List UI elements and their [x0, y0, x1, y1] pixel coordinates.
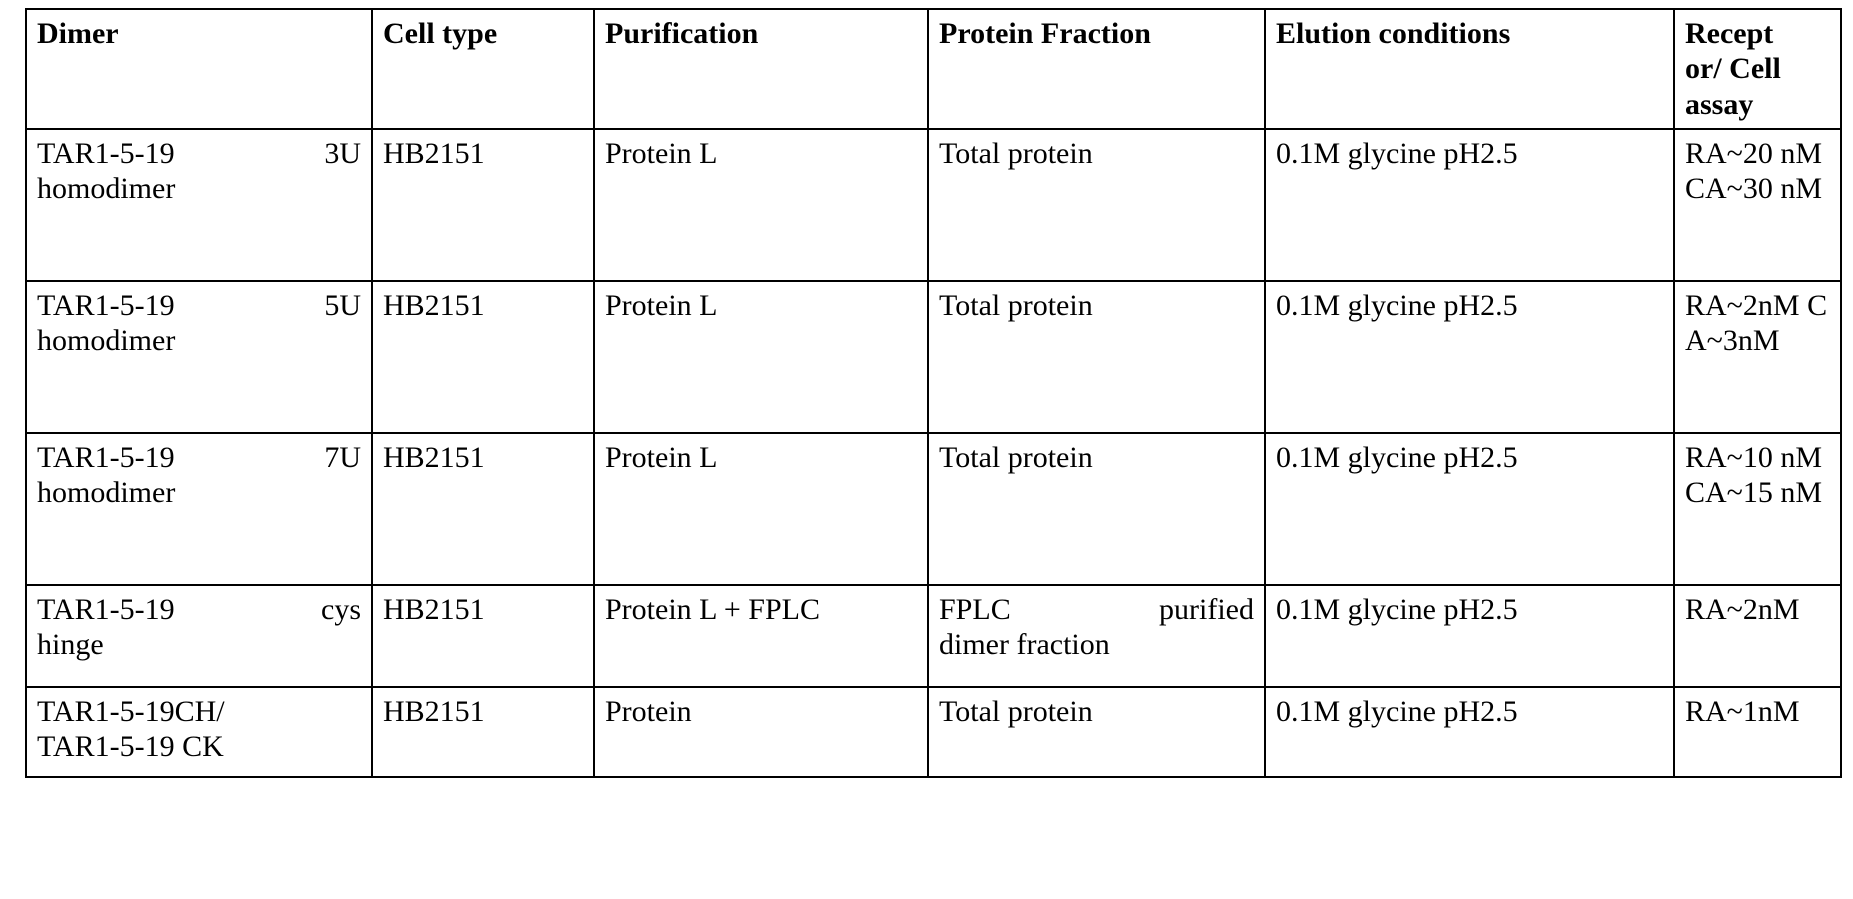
dimer-line1: TAR1-5-19 5U — [37, 288, 361, 323]
cell-elution-conditions: 0.1M glycine pH2.5 — [1264, 584, 1675, 688]
column-header-receptor-line1: Recept — [1685, 17, 1774, 50]
cell-purification: Protein L + FPLC — [593, 584, 929, 688]
receptor-assay-value: RA~10 nM CA~15 nM — [1685, 441, 1823, 510]
cell-elution-conditions: 0.1M glycine pH2.5 — [1264, 128, 1675, 282]
cell-elution-conditions: 0.1M glycine pH2.5 — [1264, 280, 1675, 434]
dimer-line2: homodimer — [37, 324, 176, 358]
cell-type-value: HB2151 — [383, 137, 485, 170]
cell-protein-fraction: Total protein — [927, 432, 1266, 586]
dimer-name: TAR1-5-19 — [37, 593, 175, 626]
cell-receptor-assay: RA~2nM CA~3nM — [1673, 280, 1842, 434]
protein-fraction-value: Total protein — [939, 441, 1093, 474]
dimer-line2: TAR1-5-19 CK — [37, 730, 224, 764]
elution-conditions-value: 0.1M glycine pH2.5 — [1276, 695, 1518, 728]
protein-fraction-value: Total protein — [939, 289, 1093, 322]
cell-purification: Protein L — [593, 128, 929, 282]
dimer-line1: TAR1-5-19 7U — [37, 440, 361, 475]
dimer-name: TAR1-5-19 — [37, 441, 175, 474]
receptor-assay-value: RA~2nM CA~3nM — [1685, 289, 1828, 358]
dimer-name: TAR1-5-19 — [37, 137, 175, 170]
purification-value: Protein L — [605, 441, 718, 474]
protein-fraction-token2: purified — [1159, 593, 1254, 626]
cell-purification: Protein — [593, 686, 929, 778]
column-header-elution-conditions-label: Elution conditions — [1276, 17, 1511, 50]
table-row: TAR1-5-19 7U homodimer HB2151 Protein L … — [25, 432, 1842, 586]
column-header-receptor-cell-assay: Recept or/ Cell assay — [1673, 8, 1842, 130]
column-header-purification-label: Purification — [605, 17, 759, 50]
cell-elution-conditions: 0.1M glycine pH2.5 — [1264, 686, 1675, 778]
cell-type-value: HB2151 — [383, 695, 485, 728]
cell-purification: Protein L — [593, 432, 929, 586]
cell-dimer: TAR1-5-19 7U homodimer — [25, 432, 373, 586]
elution-conditions-value: 0.1M glycine pH2.5 — [1276, 137, 1518, 170]
dimer-line1: TAR1-5-19 3U — [37, 136, 361, 171]
cell-dimer: TAR1-5-19 5U homodimer — [25, 280, 373, 434]
cell-cell-type: HB2151 — [371, 128, 595, 282]
dimer-line2: hinge — [37, 628, 104, 662]
cell-dimer: TAR1-5-19 cys hinge — [25, 584, 373, 688]
column-header-protein-fraction: Protein Fraction — [927, 8, 1266, 130]
cell-receptor-assay: RA~20 nM CA~30 nM — [1673, 128, 1842, 282]
dimer-suffix: 5U — [324, 289, 361, 322]
cell-type-value: HB2151 — [383, 441, 485, 474]
purification-value: Protein L — [605, 289, 718, 322]
dimer-suffix: 3U — [324, 137, 361, 170]
dimer-purification-table: Dimer Cell type Purification Protein Fra… — [25, 8, 1842, 778]
elution-conditions-value: 0.1M glycine pH2.5 — [1276, 593, 1518, 626]
cell-type-value: HB2151 — [383, 289, 485, 322]
protein-fraction-line2: dimer fraction — [939, 628, 1110, 662]
purification-value: Protein — [605, 695, 692, 728]
dimer-line2: homodimer — [37, 172, 176, 206]
receptor-assay-value: RA~20 nM CA~30 nM — [1685, 137, 1823, 206]
column-header-protein-fraction-label: Protein Fraction — [939, 17, 1151, 50]
cell-receptor-assay: RA~2nM — [1673, 584, 1842, 688]
receptor-assay-value: RA~1nM — [1685, 695, 1800, 728]
purification-value: Protein L + FPLC — [605, 593, 820, 626]
protein-fraction-value: Total protein — [939, 695, 1093, 728]
cell-cell-type: HB2151 — [371, 686, 595, 778]
column-header-elution-conditions: Elution conditions — [1264, 8, 1675, 130]
dimer-line1: TAR1-5-19 cys — [37, 592, 361, 627]
elution-conditions-value: 0.1M glycine pH2.5 — [1276, 441, 1518, 474]
cell-receptor-assay: RA~10 nM CA~15 nM — [1673, 432, 1842, 586]
cell-cell-type: HB2151 — [371, 432, 595, 586]
cell-type-value: HB2151 — [383, 593, 485, 626]
dimer-line1: TAR1-5-19CH/ — [37, 695, 225, 728]
table-header-row: Dimer Cell type Purification Protein Fra… — [25, 8, 1842, 130]
dimer-suffix: cys — [321, 593, 361, 626]
cell-protein-fraction: Total protein — [927, 128, 1266, 282]
column-header-dimer-label: Dimer — [37, 17, 119, 50]
dimer-name: TAR1-5-19 — [37, 289, 175, 322]
cell-purification: Protein L — [593, 280, 929, 434]
column-header-purification: Purification — [593, 8, 929, 130]
cell-cell-type: HB2151 — [371, 584, 595, 688]
cell-protein-fraction: Total protein — [927, 686, 1266, 778]
cell-protein-fraction: FPLC purified dimer fraction — [927, 584, 1266, 688]
cell-dimer: TAR1-5-19CH/ TAR1-5-19 CK — [25, 686, 373, 778]
column-header-cell-type-label: Cell type — [383, 17, 498, 50]
receptor-assay-value: RA~2nM — [1685, 593, 1800, 626]
cell-receptor-assay: RA~1nM — [1673, 686, 1842, 778]
column-header-receptor-line2: or/ Cell — [1685, 52, 1781, 86]
cell-protein-fraction: Total protein — [927, 280, 1266, 434]
protein-fraction-token1: FPLC — [939, 593, 1011, 626]
table-row: TAR1-5-19 3U homodimer HB2151 Protein L … — [25, 128, 1842, 282]
dimer-line2: homodimer — [37, 476, 176, 510]
purification-value: Protein L — [605, 137, 718, 170]
cell-elution-conditions: 0.1M glycine pH2.5 — [1264, 432, 1675, 586]
protein-fraction-value: Total protein — [939, 137, 1093, 170]
dimer-suffix: 7U — [324, 441, 361, 474]
column-header-dimer: Dimer — [25, 8, 373, 130]
table-row: TAR1-5-19 5U homodimer HB2151 Protein L … — [25, 280, 1842, 434]
table-row: TAR1-5-19 cys hinge HB2151 Protein L + F… — [25, 584, 1842, 688]
column-header-receptor-line3: assay — [1685, 87, 1754, 121]
column-header-cell-type: Cell type — [371, 8, 595, 130]
table-row: TAR1-5-19CH/ TAR1-5-19 CK HB2151 Protein… — [25, 686, 1842, 778]
protein-fraction-line1: FPLC purified — [939, 592, 1254, 627]
cell-cell-type: HB2151 — [371, 280, 595, 434]
cell-dimer: TAR1-5-19 3U homodimer — [25, 128, 373, 282]
elution-conditions-value: 0.1M glycine pH2.5 — [1276, 289, 1518, 322]
